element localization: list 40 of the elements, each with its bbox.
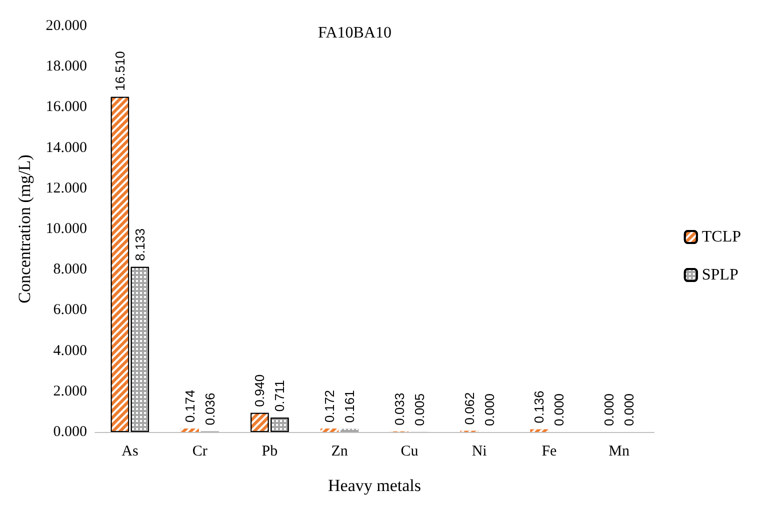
x-tick-label: Zn	[331, 444, 348, 460]
y-tick-label: 4.000	[53, 342, 87, 359]
legend-label: TCLP	[702, 228, 742, 246]
y-tick-label: 14.000	[46, 140, 87, 156]
data-label: 0.036	[202, 392, 218, 426]
data-label: 16.510	[112, 51, 128, 91]
y-tick-label: 12.000	[46, 180, 87, 196]
legend-label: SPLP	[702, 266, 738, 284]
y-tick-label: 6.000	[53, 302, 87, 318]
data-label: 0.000	[622, 393, 637, 426]
y-tick-label: 8.000	[53, 262, 87, 278]
x-tick-label: Pb	[262, 444, 278, 460]
y-axis-title: Concentration (mg/L)	[15, 154, 34, 304]
data-label: 0.161	[342, 390, 358, 423]
data-label: 0.062	[462, 392, 477, 425]
data-label: 0.000	[552, 393, 567, 426]
y-tick-label: 18.000	[46, 58, 87, 75]
data-label: 8.133	[132, 228, 148, 261]
y-tick-label: 16.000	[46, 99, 87, 116]
data-label: 0.711	[272, 380, 288, 412]
x-axis-title: Heavy metals	[328, 476, 421, 495]
y-tick-label: 0.000	[53, 424, 87, 440]
x-tick-label: As	[122, 444, 138, 460]
data-label: 0.174	[182, 390, 198, 422]
data-label: 0.000	[482, 393, 497, 426]
data-label: 0.172	[322, 390, 338, 423]
x-tick-label: Fe	[542, 444, 558, 460]
x-tick-label: Mn	[608, 444, 630, 460]
data-label: 0.033	[392, 392, 407, 426]
data-label: 0.940	[252, 374, 268, 407]
x-tick-label: Ni	[472, 444, 487, 460]
x-tick-label: Cu	[400, 444, 419, 460]
y-tick-label: 20.000	[46, 18, 87, 34]
data-label: 0.136	[532, 390, 547, 424]
chart-title: FA10BA10	[318, 24, 392, 42]
x-tick-label: Cr	[192, 444, 208, 460]
data-label: 0.000	[602, 393, 617, 426]
y-tick-label: 2.000	[53, 383, 87, 400]
y-tick-label: 10.000	[46, 221, 87, 237]
data-label: 0.005	[412, 393, 427, 426]
